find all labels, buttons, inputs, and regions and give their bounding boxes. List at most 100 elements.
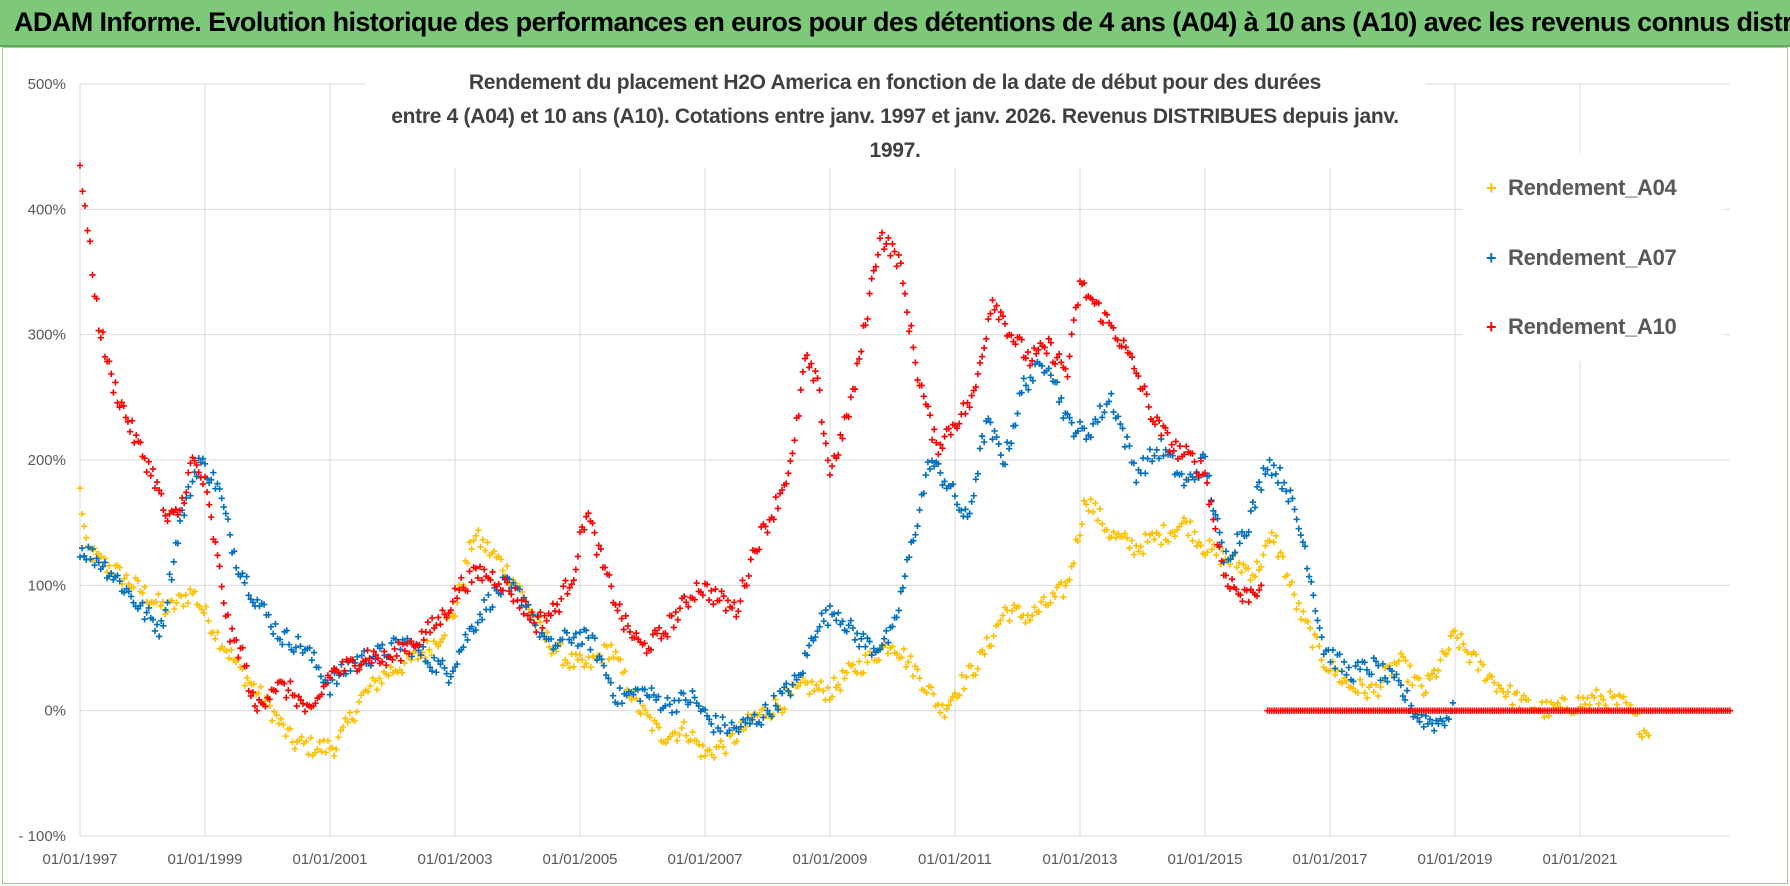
- point-rendement-a04: [951, 690, 959, 697]
- point-rendement-a04: [655, 724, 663, 731]
- point-rendement-a10: [239, 644, 246, 652]
- point-rendement-a04: [1484, 675, 1491, 682]
- point-rendement-a10: [1158, 432, 1165, 439]
- point-rendement-a10: [576, 528, 584, 536]
- point-rendement-a10: [989, 296, 996, 304]
- point-rendement-a10: [1174, 455, 1182, 462]
- point-rendement-a07: [695, 702, 702, 710]
- point-rendement-a07: [1146, 446, 1154, 453]
- point-rendement-a07: [789, 681, 796, 688]
- point-rendement-a04: [972, 671, 979, 679]
- point-rendement-a04: [930, 690, 937, 698]
- point-rendement-a10: [235, 654, 242, 661]
- point-rendement-a04: [1112, 534, 1119, 542]
- point-rendement-a10: [443, 614, 450, 621]
- point-rendement-a04: [1455, 644, 1463, 651]
- point-rendement-a07: [462, 631, 469, 638]
- point-rendement-a07: [1114, 413, 1122, 420]
- point-rendement-a04: [717, 737, 725, 745]
- point-rendement-a10: [81, 202, 89, 210]
- point-rendement-a07: [1414, 714, 1421, 722]
- legend-marker-a10: +: [1486, 317, 1497, 337]
- point-rendement-a07: [1320, 651, 1327, 658]
- point-rendement-a07: [675, 697, 683, 704]
- point-rendement-a10: [183, 489, 190, 496]
- point-rendement-a07: [1295, 525, 1302, 532]
- point-rendement-a04: [103, 568, 111, 576]
- point-rendement-a10: [214, 552, 221, 559]
- point-rendement-a10: [970, 387, 977, 394]
- point-rendement-a04: [316, 738, 323, 746]
- point-rendement-a07: [862, 643, 869, 650]
- point-rendement-a04: [889, 643, 896, 650]
- point-rendement-a10: [1228, 576, 1236, 583]
- point-rendement-a04: [342, 715, 349, 722]
- point-rendement-a10: [251, 702, 259, 710]
- point-rendement-a04: [1437, 656, 1444, 664]
- point-rendement-a07: [1428, 720, 1436, 727]
- point-rendement-a07: [1384, 678, 1391, 685]
- point-rendement-a07: [443, 670, 450, 677]
- point-rendement-a04: [499, 567, 507, 574]
- point-rendement-a10: [1030, 344, 1038, 352]
- point-rendement-a07: [208, 476, 215, 484]
- point-rendement-a07: [680, 690, 687, 697]
- point-rendement-a07: [415, 647, 422, 654]
- point-rendement-a04: [1206, 537, 1213, 544]
- point-rendement-a10: [435, 614, 442, 621]
- point-rendement-a07: [474, 619, 482, 626]
- point-rendement-a07: [701, 706, 709, 713]
- point-rendement-a07: [930, 463, 938, 470]
- point-rendement-a04: [1472, 651, 1480, 658]
- point-rendement-a10: [814, 374, 821, 382]
- point-rendement-a07: [185, 483, 192, 491]
- point-rendement-a07: [1285, 498, 1292, 505]
- point-rendement-a07: [1258, 486, 1265, 494]
- point-rendement-a04: [1089, 508, 1097, 516]
- point-rendement-a04: [97, 553, 105, 561]
- point-rendement-a07: [816, 623, 823, 630]
- point-rendement-a04: [830, 674, 838, 682]
- point-rendement-a04: [1051, 593, 1059, 600]
- point-rendement-a10: [878, 229, 886, 236]
- point-rendement-a07: [199, 455, 207, 462]
- point-rendement-a10: [185, 469, 192, 476]
- point-rendement-a04: [1110, 528, 1117, 536]
- point-rendement-a04: [1377, 683, 1384, 691]
- point-rendement-a07: [1375, 662, 1382, 669]
- point-rendement-a10: [312, 699, 319, 707]
- point-rendement-a10: [593, 551, 600, 558]
- point-rendement-a07: [985, 415, 992, 422]
- point-rendement-a10: [1058, 359, 1065, 366]
- point-rendement-a10: [368, 659, 375, 667]
- point-rendement-a07: [1318, 633, 1325, 641]
- point-rendement-a07: [1381, 674, 1389, 682]
- data-points: [76, 162, 1734, 761]
- point-rendement-a07: [1126, 442, 1133, 450]
- point-rendement-a07: [607, 679, 614, 686]
- point-rendement-a04: [134, 577, 142, 584]
- point-rendement-a04: [414, 655, 422, 663]
- point-rendement-a04: [648, 727, 656, 734]
- point-rendement-a04: [1121, 530, 1129, 537]
- point-rendement-a04: [1443, 651, 1450, 658]
- point-rendement-a07: [563, 629, 571, 637]
- point-rendement-a07: [1108, 390, 1115, 397]
- point-rendement-a04: [1447, 632, 1455, 640]
- point-rendement-a07: [662, 702, 669, 710]
- point-rendement-a04: [1233, 564, 1241, 571]
- point-rendement-a10: [672, 608, 680, 616]
- point-rendement-a07: [1401, 696, 1409, 704]
- point-rendement-a07: [924, 458, 932, 466]
- point-rendement-a04: [1309, 644, 1316, 651]
- point-rendement-a04: [580, 663, 588, 670]
- x-tick-label: 01/01/2011: [918, 851, 992, 868]
- point-rendement-a10: [716, 597, 723, 604]
- point-rendement-a10: [249, 689, 257, 696]
- legend-label-a10: Rendement_A10: [1508, 314, 1677, 339]
- point-rendement-a07: [294, 633, 302, 640]
- point-rendement-a07: [1018, 389, 1025, 396]
- point-rendement-a07: [1047, 371, 1055, 379]
- point-rendement-a07: [153, 621, 161, 628]
- point-rendement-a10: [574, 553, 582, 560]
